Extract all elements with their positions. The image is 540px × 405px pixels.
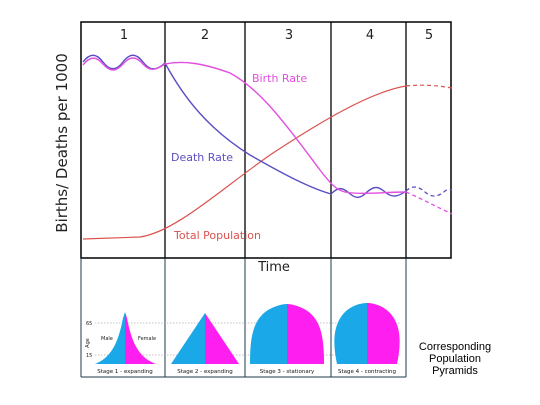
side-caption-line-1: Corresponding [419, 341, 491, 353]
stage-number-2: 2 [201, 28, 209, 43]
stage-number-1: 1 [120, 28, 128, 43]
age-tick-15: 15 [86, 353, 92, 359]
birth-rate-curve-projected [405, 191, 453, 215]
pyramid-4-caption: Stage 4 - contracting [338, 369, 396, 375]
pyramid-1-male [95, 312, 125, 364]
pyramid-1-female [125, 312, 156, 364]
pyramid-4-female [367, 303, 400, 364]
pyramid-1-female-label: Female [138, 336, 156, 342]
stage-dividers [164, 22, 407, 258]
pyramid-stage-3: Stage 3 - stationary [250, 304, 324, 375]
age-axis-label: Age [85, 338, 91, 348]
side-caption-line-2: Population [429, 353, 481, 365]
total-population-label: Total Population [173, 229, 261, 242]
pyramid-2-female [205, 313, 239, 364]
pyramid-3-male [250, 304, 287, 364]
pyramid-4-male [334, 303, 367, 364]
pyramid-stage-1: Male Female Age 65 15 Stage 1 - expandin… [85, 312, 156, 375]
pyramid-2-male [171, 313, 205, 364]
pyramid-2-caption: Stage 2 - expanding [177, 369, 233, 375]
x-axis-label: Time [257, 260, 290, 275]
total-population-curve-projected [405, 84, 453, 89]
death-rate-label: Death Rate [171, 151, 233, 164]
birth-rate-label: Birth Rate [252, 72, 307, 85]
pyramid-1-male-label: Male [101, 336, 113, 342]
total-population-curve [82, 85, 407, 240]
pyramid-1-caption: Stage 1 - expanding [97, 369, 153, 375]
y-axis-label: Births/ Deaths per 1000 [53, 53, 71, 232]
chart-frame [80, 21, 452, 259]
stage-number-3: 3 [285, 28, 293, 43]
pyramid-dividers [80, 258, 407, 378]
stage-number-5: 5 [425, 28, 433, 43]
pyramid-3-caption: Stage 3 - stationary [260, 369, 315, 375]
stage-number-4: 4 [366, 28, 374, 43]
birth-rate-curve [82, 57, 407, 195]
death-rate-curve-projected [405, 186, 453, 197]
pyramid-stage-4: Stage 4 - contracting [334, 303, 400, 375]
pyramid-3-female [287, 304, 324, 364]
death-rate-curve [82, 54, 407, 199]
side-caption-line-3: Pyramids [432, 365, 478, 377]
pyramid-stage-2: Stage 2 - expanding [171, 313, 239, 375]
age-tick-65: 65 [86, 321, 92, 327]
